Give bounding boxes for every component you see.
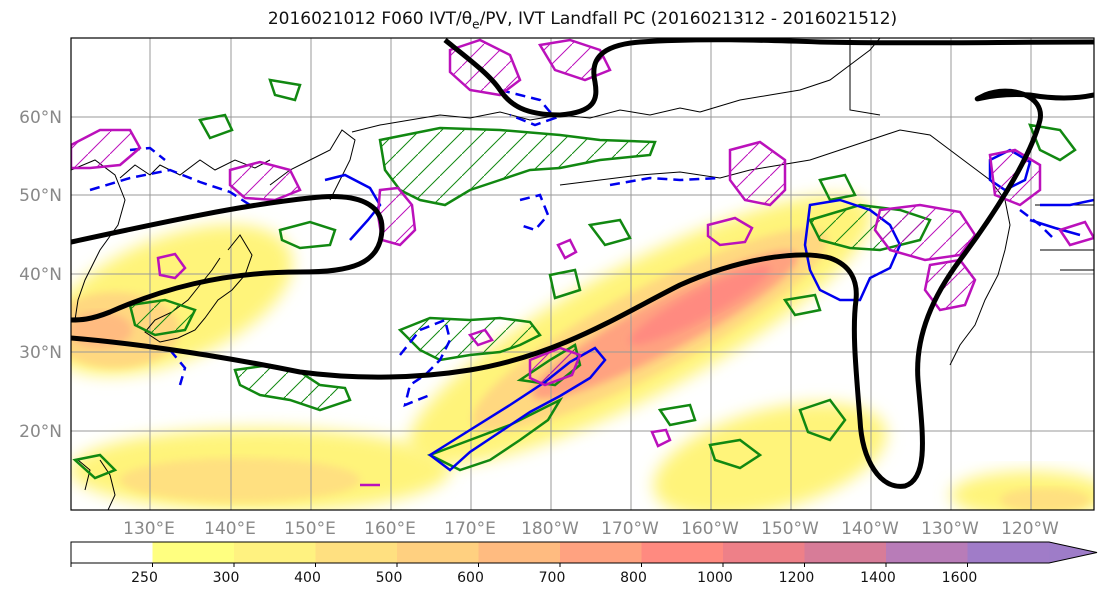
colorbar-tick-label: 1600 — [942, 570, 978, 586]
colorbar-segment — [886, 542, 968, 563]
colorbar-segment — [71, 542, 153, 563]
lat-label: 20°N — [19, 422, 62, 442]
colorbar: 250 300 400 500 600 700 800 1000 1200 1400 1600 — [70, 541, 1098, 586]
latitude-labels: 60°N 50°N 40°N 30°N 20°N — [19, 108, 62, 442]
lon-label: 120°W — [1001, 519, 1059, 539]
map-title: 2016021012 F060 IVT/θe/PV, IVT Landfall … — [267, 9, 898, 32]
lat-label: 50°N — [19, 186, 62, 206]
colorbar-segment — [967, 542, 1050, 563]
colorbar-tick-label: 700 — [539, 570, 566, 586]
jet-contour — [71, 38, 1094, 489]
colorbar-tick-label: 600 — [457, 570, 484, 586]
pv-contours-magenta — [71, 38, 1094, 487]
theta-e-contours-blue — [89, 88, 1094, 472]
lon-label: 150°E — [284, 519, 336, 539]
colorbar-segment — [560, 542, 642, 563]
coastlines — [71, 38, 1094, 510]
colorbar-segment — [152, 542, 235, 563]
lon-label: 170°E — [444, 519, 496, 539]
lon-label: 150°W — [761, 519, 819, 539]
lat-label: 60°N — [19, 108, 62, 128]
lon-label: 140°E — [204, 519, 256, 539]
map-frame — [70, 37, 1095, 511]
colorbar-tick-label: 800 — [620, 570, 647, 586]
lon-label: 160°E — [364, 519, 416, 539]
lon-label: 130°E — [123, 519, 175, 539]
colorbar-tick-label: 500 — [376, 570, 403, 586]
colorbar-segment — [723, 542, 805, 563]
colorbar-segment — [315, 542, 398, 563]
lat-label: 30°N — [19, 343, 62, 363]
colorbar-tick-label: 250 — [131, 570, 158, 586]
colorbar-segment — [234, 542, 316, 563]
lon-label: 170°W — [601, 519, 659, 539]
colorbar-tick-label: 1000 — [697, 570, 733, 586]
colorbar-segment — [397, 542, 479, 563]
colorbar-extend-arrow — [1049, 542, 1097, 563]
lon-label: 140°W — [841, 519, 899, 539]
colorbar-segment — [478, 542, 561, 563]
colorbar-tick-label: 300 — [213, 570, 240, 586]
colorbar-outline — [70, 541, 1098, 564]
colorbar-tick-label: 1400 — [860, 570, 896, 586]
colorbar-segment — [804, 542, 887, 563]
longitude-labels: 130°E 140°E 150°E 160°E 170°E 180°W 170°W 160°W… — [123, 519, 1059, 539]
colorbar-segment — [641, 542, 724, 563]
lon-label: 180°W — [521, 519, 579, 539]
colorbar-tick-label: 1200 — [779, 570, 815, 586]
colorbar-tick-label: 400 — [294, 570, 321, 586]
lon-label: 160°W — [681, 519, 739, 539]
lat-label: 40°N — [19, 265, 62, 285]
lon-label: 130°W — [921, 519, 979, 539]
